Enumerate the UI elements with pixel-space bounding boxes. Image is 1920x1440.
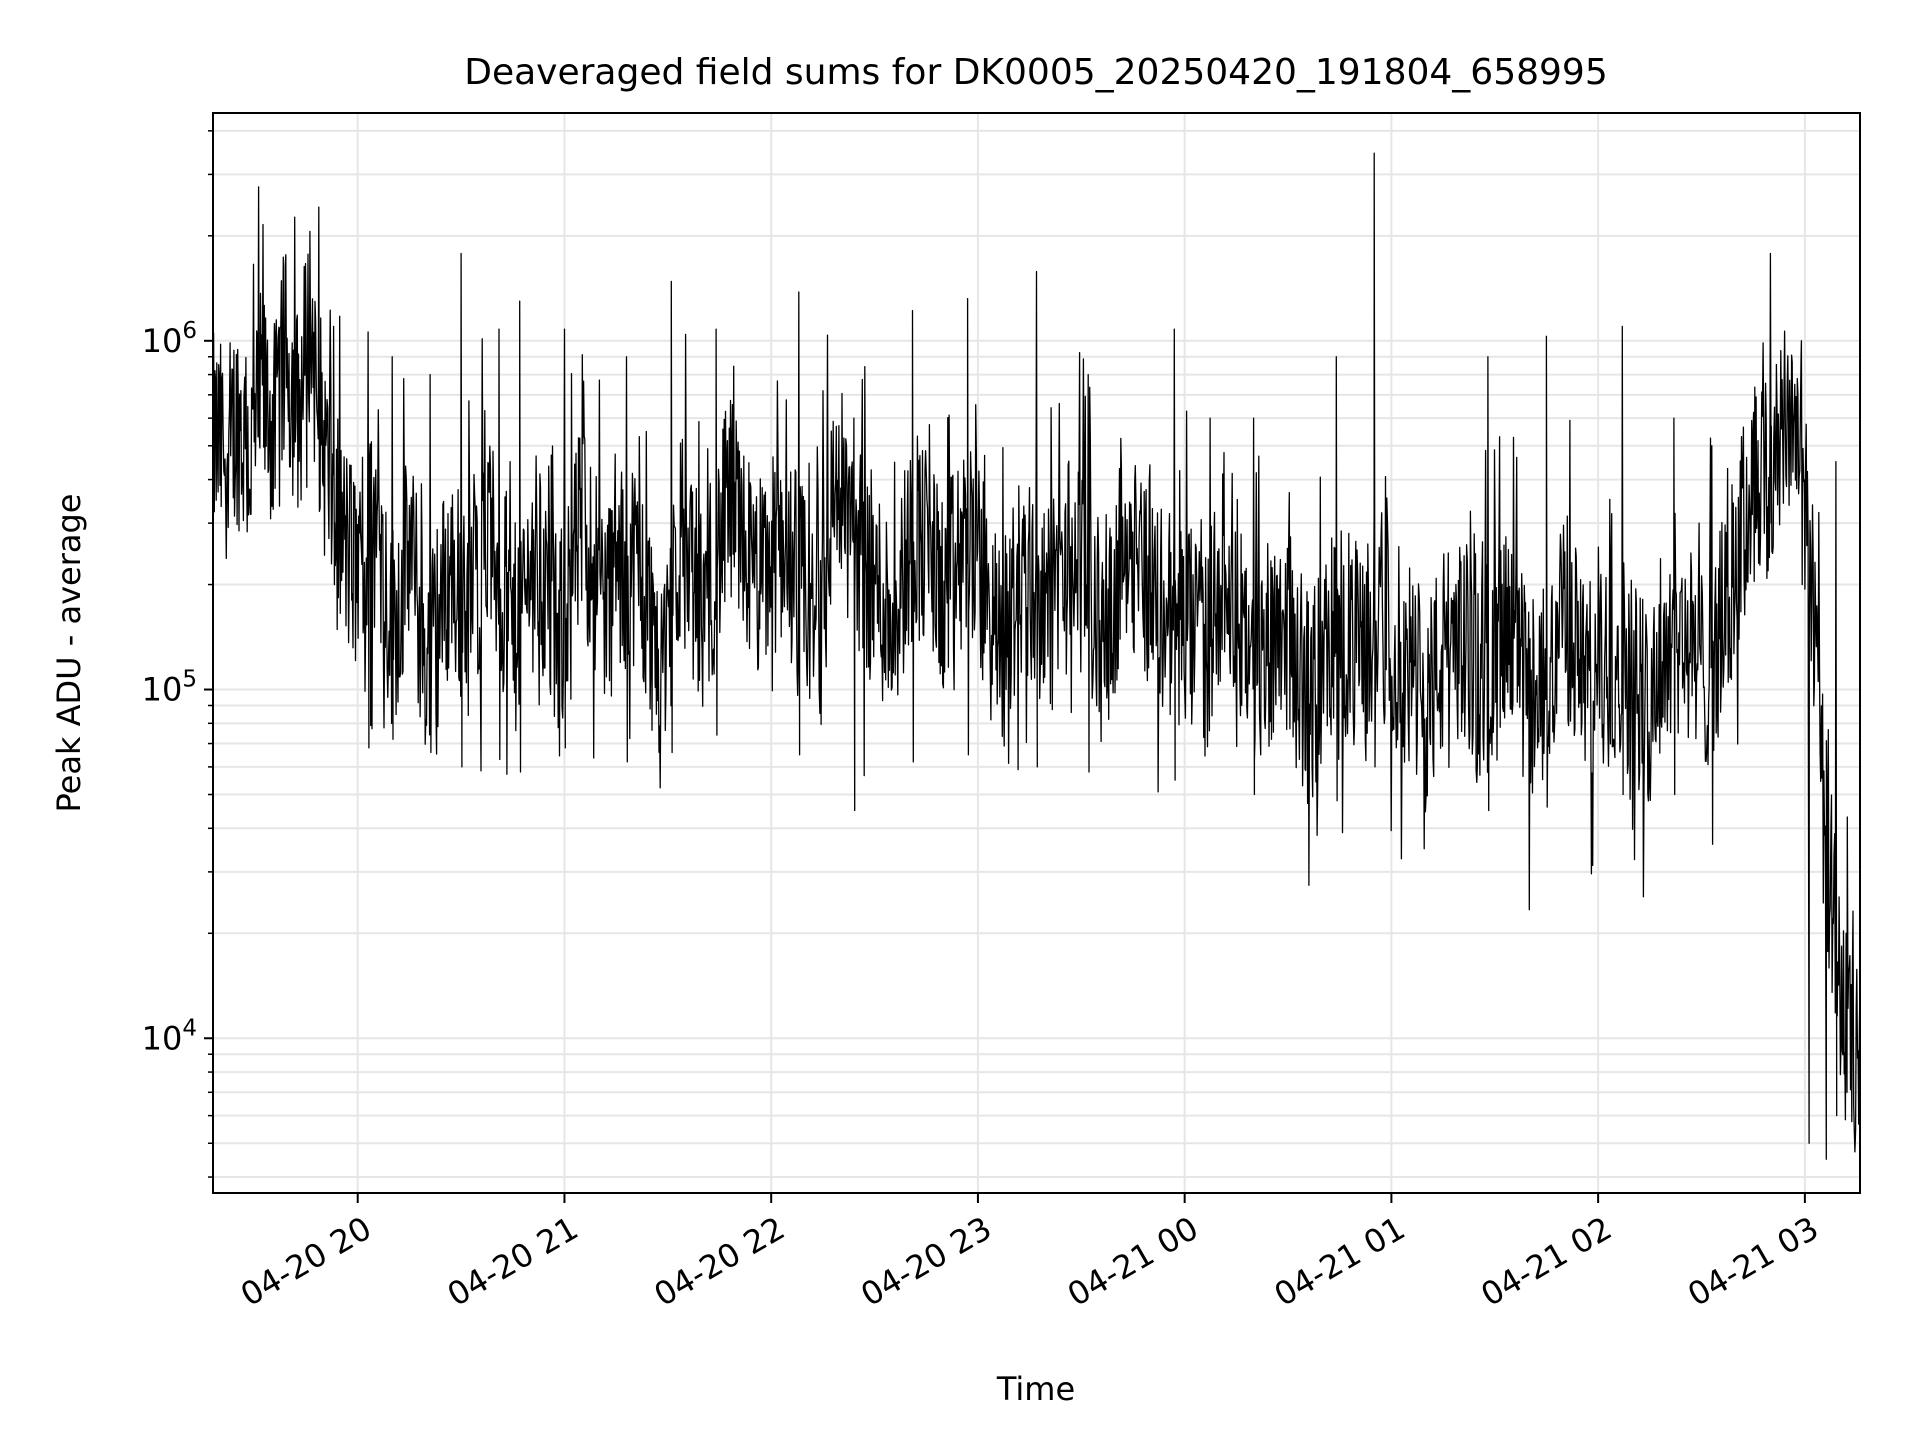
y-tick-label: 104 (142, 1015, 197, 1057)
y-axis: 104 105 106 (142, 130, 213, 1178)
plot-frame (212, 112, 1861, 1194)
data-line-group (212, 152, 1861, 1160)
chart-title: Deaveraged field sums for DK0005_2025042… (464, 52, 1607, 93)
y-axis-label: Peak ADU - average (50, 494, 88, 813)
data-series-line (212, 152, 1861, 1160)
y-tick-label: 106 (142, 318, 197, 360)
x-axis-label: Time (996, 1370, 1075, 1408)
y-tick-label: 105 (142, 667, 197, 709)
